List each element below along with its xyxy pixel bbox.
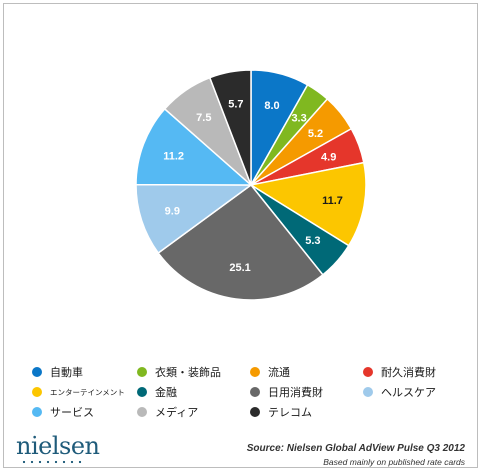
- slice-label: 5.2: [308, 128, 323, 140]
- legend-item: 金融: [137, 384, 250, 400]
- slice-label: 11.7: [322, 195, 343, 207]
- legend-swatch: [137, 407, 147, 417]
- source-text: Source: Nielsen Global AdView Pulse Q3 2…: [246, 443, 465, 454]
- legend-item: テレコム: [250, 404, 363, 420]
- chart-frame: 8.0 3.3 5.2 4.9 11.7 5.3 25.1 9.9 11.2 7.5 5.7 自動車…: [3, 3, 478, 468]
- slice-label: 9.9: [165, 206, 180, 218]
- legend-swatch: [363, 387, 373, 397]
- legend-item: エンターテインメント: [32, 384, 137, 400]
- legend-label: エンターテインメント: [50, 387, 125, 397]
- legend: 自動車 衣類・装飾品 流通 耐久消費財エンターテインメント 金融 日用消費財 ヘルスケアサー…: [32, 364, 472, 420]
- legend-item: 自動車: [32, 364, 137, 380]
- slice-label: 3.3: [291, 113, 306, 125]
- legend-swatch: [250, 367, 260, 377]
- slice-label: 4.9: [321, 151, 336, 163]
- legend-item: メディア: [137, 404, 250, 420]
- slice-label: 8.0: [264, 100, 279, 112]
- pie-slice: [248, 161, 367, 247]
- legend-swatch: [32, 387, 42, 397]
- legend-swatch: [137, 367, 147, 377]
- legend-swatch: [250, 387, 260, 397]
- slice-label: 5.3: [305, 235, 320, 247]
- legend-item: 流通: [250, 364, 363, 380]
- legend-label: 衣類・装飾品: [155, 366, 221, 379]
- legend-label: ヘルスケア: [381, 386, 436, 399]
- slice-label: 11.2: [163, 151, 184, 163]
- legend-swatch: [250, 407, 260, 417]
- legend-label: 自動車: [50, 366, 83, 379]
- legend-item: 衣類・装飾品: [137, 364, 250, 380]
- legend-swatch: [363, 367, 373, 377]
- legend-label: メディア: [155, 406, 199, 419]
- slice-label: 25.1: [229, 262, 250, 274]
- legend-label: 耐久消費財: [381, 366, 436, 379]
- pie-slice: [135, 107, 253, 186]
- legend-label: 流通: [268, 366, 290, 379]
- legend-item: ヘルスケア: [363, 384, 472, 400]
- pie-slice: [157, 183, 324, 301]
- pie-slice: [208, 69, 252, 186]
- legend-item: サービス: [32, 404, 137, 420]
- pie-chart: 8.0 3.35.2 4.9 11.7 5.3 25.1 9.9 11.2 7.5 5.7: [135, 69, 367, 301]
- nielsen-logo: nielsen: [16, 432, 100, 460]
- legend-label: 金融: [155, 386, 177, 399]
- legend-item: 日用消費財: [250, 384, 363, 400]
- slice-label: 5.7: [228, 99, 243, 111]
- legend-label: テレコム: [268, 406, 312, 419]
- legend-label: サービス: [50, 406, 94, 419]
- legend-swatch: [32, 407, 42, 417]
- legend-label: 日用消費財: [268, 386, 323, 399]
- legend-swatch: [32, 367, 42, 377]
- slice-label: 7.5: [196, 112, 211, 124]
- legend-swatch: [137, 387, 147, 397]
- pie-slice: [135, 183, 254, 255]
- logo-dots: [20, 460, 86, 464]
- note-text: Based mainly on published rate cards: [323, 457, 465, 467]
- legend-item: 耐久消費財: [363, 364, 472, 380]
